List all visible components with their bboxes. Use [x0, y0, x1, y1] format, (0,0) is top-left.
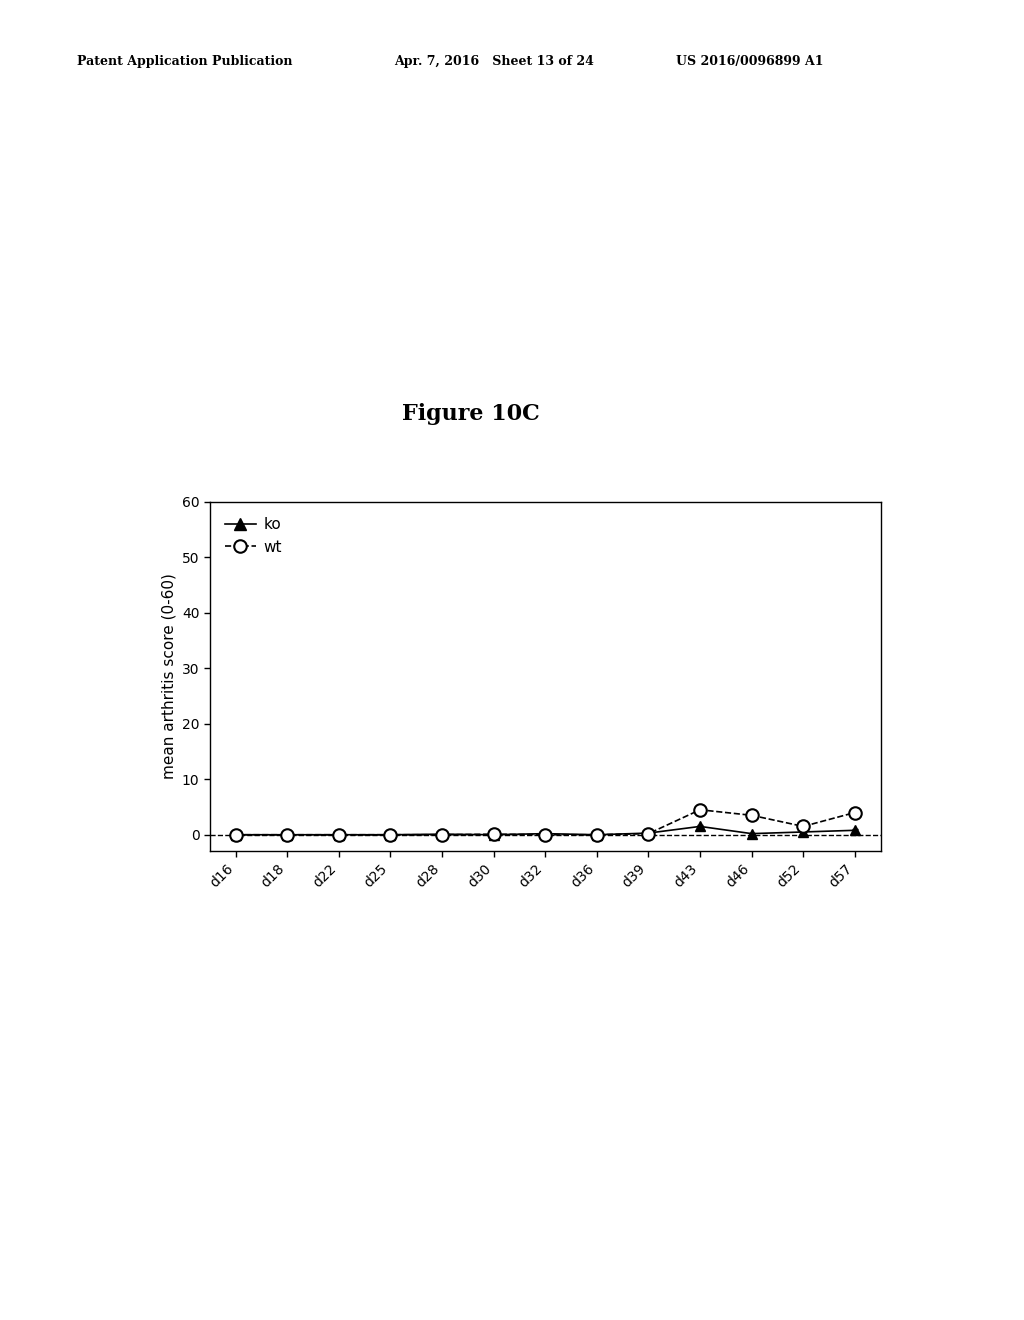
Y-axis label: mean arthritis score (0-60): mean arthritis score (0-60) — [162, 574, 176, 779]
Text: Figure 10C: Figure 10C — [402, 403, 540, 425]
Text: US 2016/0096899 A1: US 2016/0096899 A1 — [676, 55, 823, 69]
Legend: ko, wt: ko, wt — [217, 510, 290, 562]
Text: Patent Application Publication: Patent Application Publication — [77, 55, 292, 69]
Text: Apr. 7, 2016   Sheet 13 of 24: Apr. 7, 2016 Sheet 13 of 24 — [394, 55, 594, 69]
